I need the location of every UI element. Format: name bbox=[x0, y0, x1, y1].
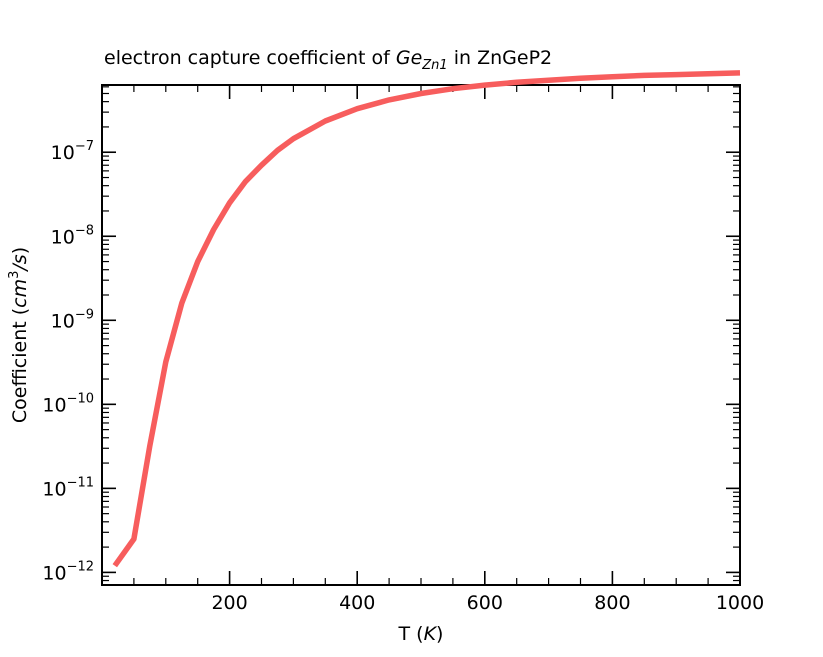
y-axis-label: Coefficient (cm3/s) bbox=[7, 247, 31, 423]
y-tick-label: 10−11 bbox=[42, 475, 94, 500]
series-layer bbox=[112, 70, 741, 568]
x-tick-label: 400 bbox=[339, 592, 375, 614]
x-axis-label-text: T ( bbox=[398, 623, 424, 645]
y-tick-label: 10−12 bbox=[42, 559, 94, 584]
chart-title-prefix: electron capture coefficient of bbox=[104, 47, 396, 69]
y-tick-label: 10−7 bbox=[51, 139, 94, 164]
x-tick-label: 1000 bbox=[716, 592, 764, 614]
x-axis-label-close: ) bbox=[436, 623, 443, 645]
x-axis-label-unit: K bbox=[424, 623, 438, 645]
y-tick-label: 10−10 bbox=[42, 391, 94, 416]
x-tick-label: 800 bbox=[594, 592, 630, 614]
x-tick-label: 200 bbox=[211, 592, 247, 614]
y-tick-label: 10−9 bbox=[51, 307, 94, 332]
y-tick-label: 10−8 bbox=[51, 223, 94, 248]
chart-title-suffix: in ZnGeP2 bbox=[448, 47, 552, 69]
x-axis-label: T (K) bbox=[398, 623, 444, 645]
chart-title-symbol: Ge bbox=[396, 47, 422, 69]
y-axis-label-close: ) bbox=[9, 247, 31, 254]
chart-title-subscript: Zn1 bbox=[421, 58, 447, 73]
y-axis-label-text: Coefficient ( bbox=[9, 308, 31, 423]
chart-title: electron capture coefficient of GeZn1 in… bbox=[104, 47, 552, 73]
y-axis-label-unit-tail: /s bbox=[9, 254, 31, 272]
y-axis-ticks: 10−12 10−11 10−10 10−9 10−8 10−7 bbox=[42, 86, 740, 584]
y-axis-label-unit-exp: 3 bbox=[7, 271, 22, 279]
y-axis-label-unit-base: cm bbox=[9, 279, 31, 308]
x-axis-ticks: 200 400 600 800 1000 bbox=[133, 85, 764, 614]
plot-area bbox=[101, 84, 741, 586]
x-tick-label: 600 bbox=[467, 592, 503, 614]
series-line bbox=[112, 70, 741, 568]
